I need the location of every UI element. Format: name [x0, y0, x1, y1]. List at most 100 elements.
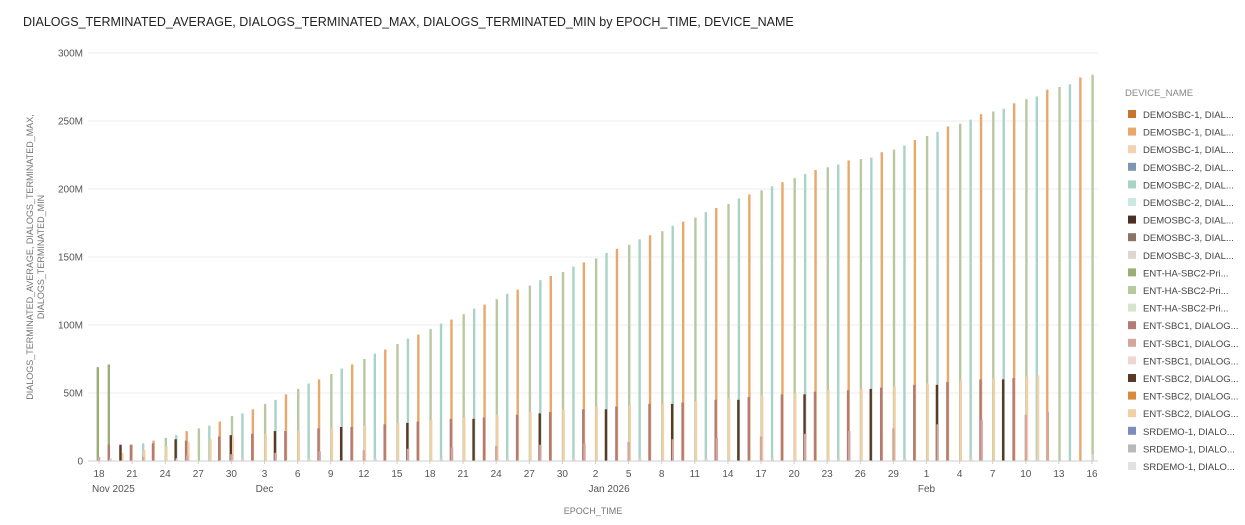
bar: [241, 458, 245, 461]
bar: [231, 436, 234, 461]
legend-label: ENT-SBC2, DIALOG...: [1143, 392, 1239, 403]
bar: [803, 433, 807, 461]
bar: [396, 422, 400, 461]
y-tick-label: 200M: [58, 185, 83, 196]
bar: [1036, 375, 1040, 461]
bar: [946, 382, 949, 461]
bar: [495, 299, 498, 461]
bar: [187, 441, 190, 461]
x-tick-label: 10: [1020, 469, 1032, 480]
legend-layer: DEVICE_NAME DEMOSBC-1, DIAL... DEMOSBC-1, …: [1125, 88, 1239, 473]
bar: [648, 403, 651, 461]
legend-label: ENT-SBC1, DIALOG...: [1143, 321, 1239, 332]
bar: [925, 135, 929, 461]
bar: [143, 450, 146, 461]
bar: [837, 164, 840, 461]
bar: [992, 378, 996, 461]
bar: [174, 439, 177, 461]
bar: [119, 444, 122, 461]
bar: [604, 409, 608, 461]
bar: [440, 458, 443, 461]
bar: [595, 406, 598, 461]
bar: [936, 424, 939, 461]
bar: [562, 409, 565, 461]
bar: [794, 393, 797, 461]
x-tick-label: 21: [458, 469, 470, 480]
bar: [814, 169, 817, 461]
bar: [892, 428, 895, 461]
chart-title: DIALOGS_TERMINATED_AVERAGE, DIALOGS_TERM…: [23, 15, 794, 29]
bar: [760, 190, 763, 462]
bar: [121, 452, 124, 461]
bar: [1001, 379, 1005, 461]
x-tick-label: 15: [391, 469, 403, 480]
legend-label: DEMOSBC-3, DIAL...: [1143, 251, 1234, 262]
bar: [516, 289, 519, 461]
bar: [737, 198, 741, 461]
y-axis-title: DIALOGS_TERMINATED_AVERAGE, DIALOGS_TERM…: [25, 114, 35, 400]
legend-label: ENT-SBC1, DIALOG...: [1143, 339, 1239, 350]
x-tick-label: 3: [262, 469, 268, 480]
bar: [846, 390, 850, 461]
bar: [472, 308, 476, 461]
bar: [681, 402, 684, 461]
bar: [273, 431, 277, 461]
legend-swatch: [1128, 127, 1136, 136]
bar: [727, 203, 730, 461]
bar: [406, 422, 409, 461]
bar: [704, 212, 708, 461]
bar: [793, 178, 796, 461]
bar: [1079, 77, 1082, 461]
bar: [374, 458, 377, 461]
bar: [681, 221, 685, 461]
bar: [748, 194, 751, 461]
bar: [109, 458, 112, 461]
bar: [959, 380, 962, 461]
legend-label: DEMOSBC-2, DIAL...: [1143, 163, 1234, 174]
bar: [761, 395, 764, 461]
x-tick-label: 6: [295, 469, 301, 480]
bar: [759, 436, 763, 461]
bar: [548, 412, 552, 461]
bar: [274, 452, 277, 461]
bar: [615, 406, 618, 461]
bar: [913, 140, 917, 462]
legend-label: ENT-HA-SBC2-Pri...: [1143, 268, 1229, 279]
bar: [241, 413, 244, 461]
bar: [297, 431, 300, 461]
bar: [107, 364, 111, 461]
legend-label: DEMOSBC-1, DIAL...: [1143, 110, 1234, 121]
x-axis-title: EPOCH_TIME: [564, 506, 623, 516]
x-tick-label: 2: [593, 469, 599, 480]
bar: [970, 458, 973, 461]
bar: [230, 454, 233, 461]
bar: [430, 420, 433, 461]
bar: [317, 428, 320, 461]
y-tick-label: 50M: [64, 389, 83, 400]
bar: [639, 458, 642, 461]
x-tick-label: 29: [888, 469, 900, 480]
bar: [297, 388, 300, 461]
legend-title: DEVICE_NAME: [1125, 88, 1193, 99]
bar: [615, 248, 619, 461]
x-tick-label: 21: [127, 469, 139, 480]
x-tick-label: 20: [789, 469, 801, 480]
legend-label: SRDEMO-1, DIALO...: [1143, 462, 1235, 473]
legend-swatch: [1128, 303, 1136, 312]
bar: [935, 384, 939, 461]
legend-label: ENT-HA-SBC2-Pri...: [1143, 286, 1229, 297]
x-tick-label: 8: [659, 469, 665, 480]
x-tick-label: 16: [1086, 469, 1098, 480]
bar: [129, 444, 133, 461]
bar: [1046, 412, 1050, 461]
bar: [483, 304, 486, 461]
bar: [913, 384, 916, 461]
x-tick-label: 13: [1053, 469, 1065, 480]
bar: [1058, 87, 1061, 461]
bar: [959, 123, 962, 461]
x-tick-label: 27: [193, 469, 205, 480]
bar: [373, 353, 377, 461]
x-tick-label: 24: [160, 469, 172, 480]
bar: [449, 418, 453, 461]
